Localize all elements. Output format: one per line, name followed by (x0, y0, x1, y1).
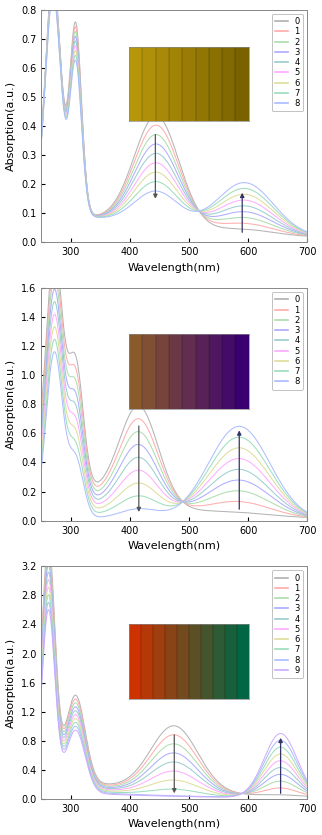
Y-axis label: Absorption(a.u.): Absorption(a.u.) (5, 81, 15, 171)
X-axis label: Wavelength(nm): Wavelength(nm) (128, 819, 221, 829)
Y-axis label: Absorption(a.u.): Absorption(a.u.) (5, 359, 15, 449)
Legend: 0, 1, 2, 3, 4, 5, 6, 7, 8, 9: 0, 1, 2, 3, 4, 5, 6, 7, 8, 9 (272, 570, 303, 678)
X-axis label: Wavelength(nm): Wavelength(nm) (128, 263, 221, 273)
Legend: 0, 1, 2, 3, 4, 5, 6, 7, 8: 0, 1, 2, 3, 4, 5, 6, 7, 8 (272, 13, 303, 111)
X-axis label: Wavelength(nm): Wavelength(nm) (128, 541, 221, 551)
Legend: 0, 1, 2, 3, 4, 5, 6, 7, 8: 0, 1, 2, 3, 4, 5, 6, 7, 8 (272, 292, 303, 390)
Y-axis label: Absorption(a.u.): Absorption(a.u.) (5, 638, 15, 727)
